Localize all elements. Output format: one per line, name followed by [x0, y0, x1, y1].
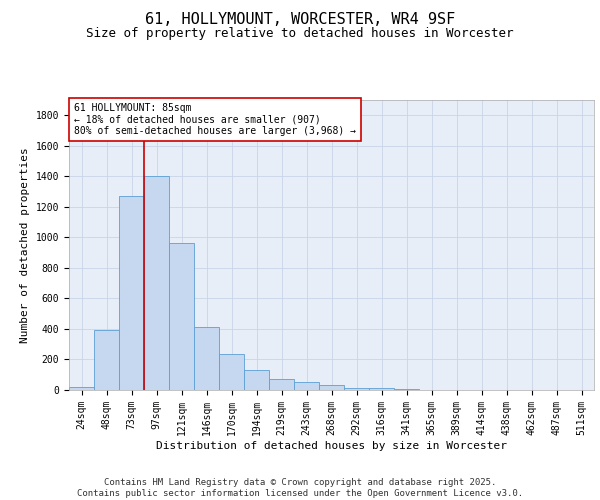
Bar — [394, 389, 419, 390]
Bar — [119, 196, 144, 390]
Text: 61 HOLLYMOUNT: 85sqm
← 18% of detached houses are smaller (907)
80% of semi-deta: 61 HOLLYMOUNT: 85sqm ← 18% of detached h… — [74, 103, 356, 136]
Bar — [344, 388, 369, 390]
Bar — [369, 388, 394, 390]
Bar — [144, 176, 169, 390]
Bar — [169, 244, 194, 390]
Bar — [94, 330, 119, 390]
Bar — [194, 326, 219, 390]
Bar — [69, 387, 94, 390]
Text: Size of property relative to detached houses in Worcester: Size of property relative to detached ho… — [86, 28, 514, 40]
Text: Contains HM Land Registry data © Crown copyright and database right 2025.
Contai: Contains HM Land Registry data © Crown c… — [77, 478, 523, 498]
Bar — [319, 384, 344, 390]
Y-axis label: Number of detached properties: Number of detached properties — [20, 147, 30, 343]
Bar — [244, 370, 269, 390]
Bar — [219, 354, 244, 390]
X-axis label: Distribution of detached houses by size in Worcester: Distribution of detached houses by size … — [156, 440, 507, 450]
Bar — [294, 382, 319, 390]
Text: 61, HOLLYMOUNT, WORCESTER, WR4 9SF: 61, HOLLYMOUNT, WORCESTER, WR4 9SF — [145, 12, 455, 28]
Bar — [269, 380, 294, 390]
